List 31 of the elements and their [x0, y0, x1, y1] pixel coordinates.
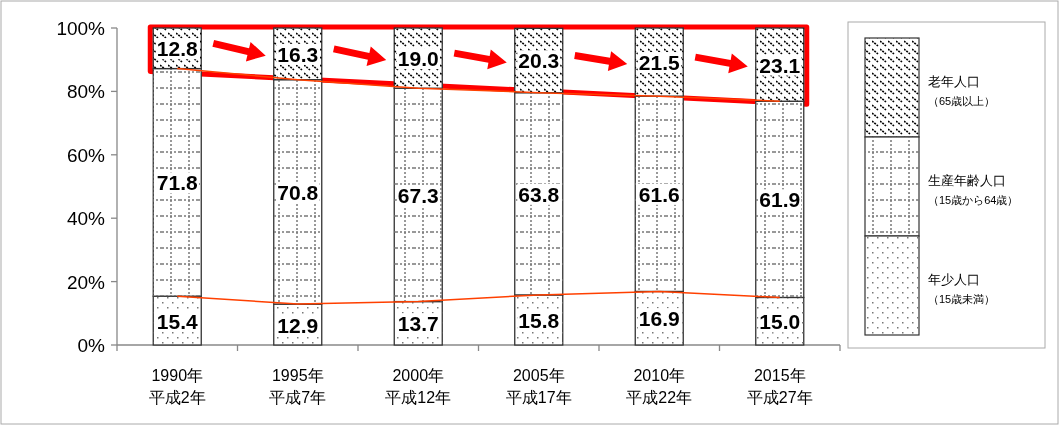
x-tick-label: 1990年平成2年 [148, 367, 206, 406]
data-label: 15.0 [759, 310, 801, 334]
data-label: 23.1 [759, 53, 801, 77]
data-label: 20.3 [518, 49, 560, 73]
x-tick-label: 2015年平成27年 [746, 367, 813, 406]
data-label: 70.8 [277, 180, 319, 204]
data-label: 67.3 [397, 183, 439, 207]
data-label: 61.9 [759, 188, 801, 212]
data-label: 12.8 [156, 37, 199, 61]
data-label: 19.0 [397, 47, 439, 71]
y-tick-label: 80% [66, 81, 106, 103]
x-tick-label: 1995年平成7年 [269, 367, 327, 406]
y-tick-label: 0% [77, 335, 106, 356]
data-label: 16.3 [277, 42, 319, 66]
data-label: 61.6 [638, 182, 680, 206]
line-series [176, 290, 781, 305]
x-tick-label: 2000年平成12年 [385, 367, 452, 406]
x-tick-label: 2010年平成22年 [626, 367, 693, 406]
data-label: 15.4 [156, 309, 199, 333]
x-tick-label: 2005年平成17年 [505, 367, 572, 406]
data-label: 63.8 [518, 182, 560, 206]
data-label: 16.9 [638, 307, 680, 331]
data-label: 12.9 [277, 313, 319, 337]
data-label: 15.8 [518, 308, 560, 332]
y-tick-label: 40% [66, 208, 106, 230]
y-tick-label: 60% [66, 144, 106, 166]
y-tick-label: 100% [56, 18, 106, 39]
y-tick-label: 20% [66, 271, 106, 293]
data-label: 21.5 [638, 51, 681, 75]
data-label: 71.8 [156, 171, 199, 195]
data-label: 13.7 [397, 312, 439, 336]
